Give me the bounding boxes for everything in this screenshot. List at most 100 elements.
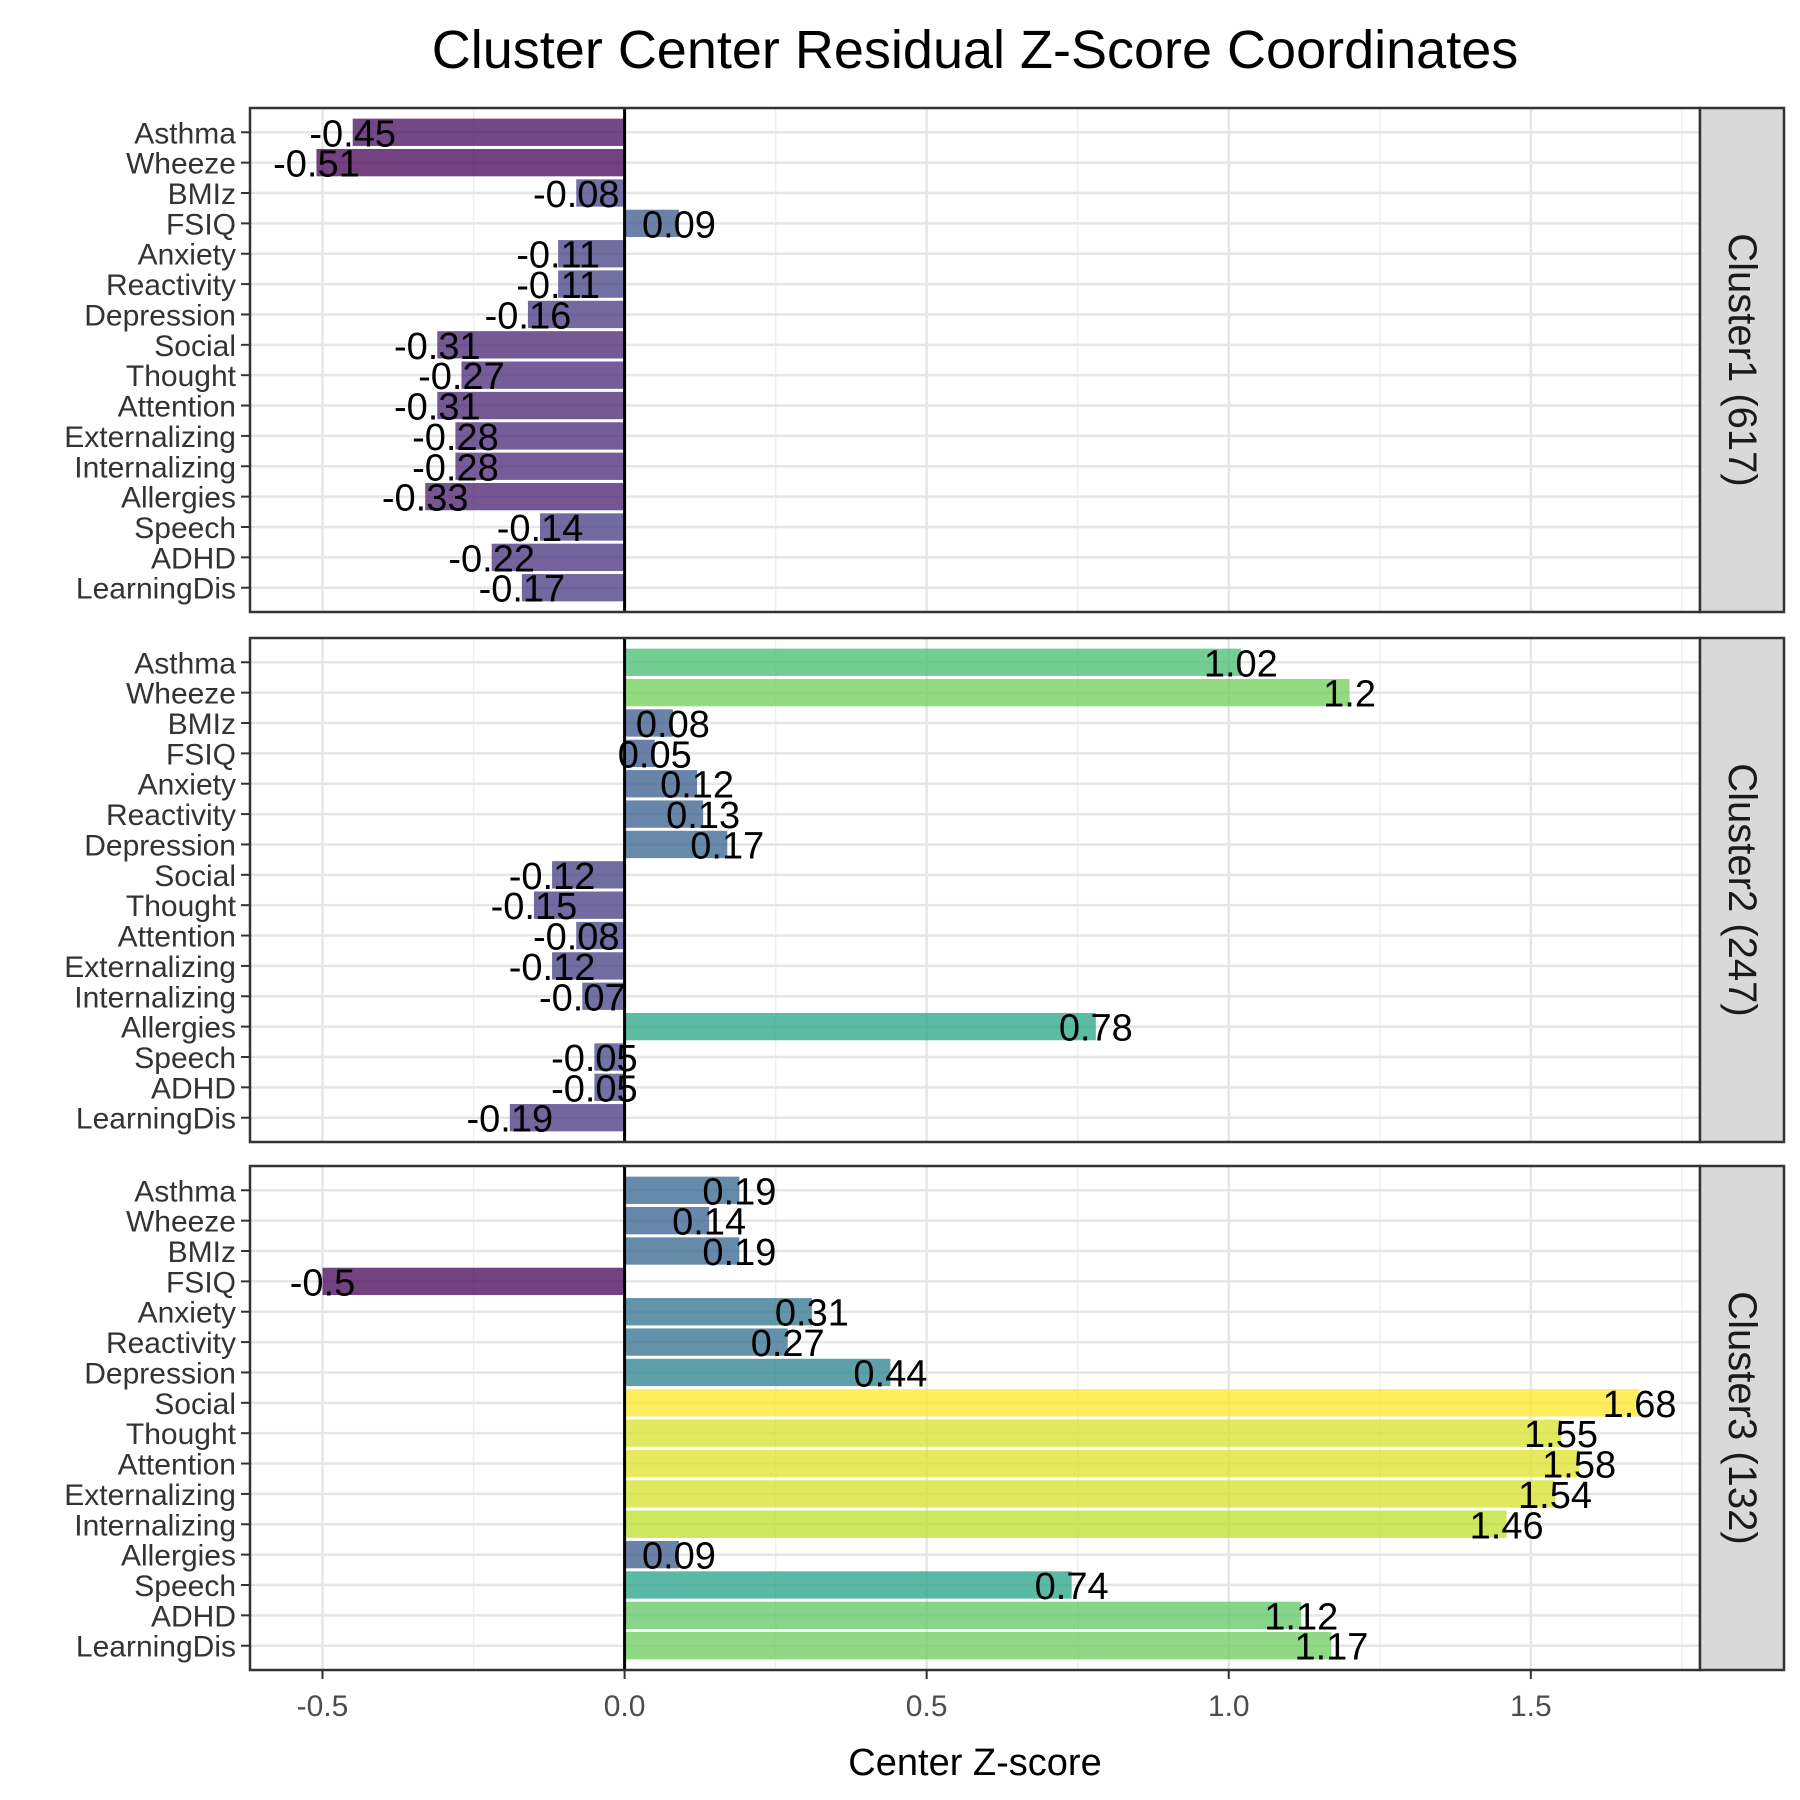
- bar-learningdis: [624, 1632, 1332, 1660]
- value-label: -0.12: [509, 947, 596, 989]
- bar-wheeze: [316, 148, 625, 177]
- category-label: Wheeze: [126, 1206, 236, 1239]
- category-label: Reactivity: [106, 269, 236, 302]
- x-tick-label: 1.5: [1510, 1690, 1552, 1723]
- value-label: 0.27: [751, 1323, 825, 1365]
- category-label: Thought: [126, 1418, 237, 1451]
- bar-adhd: [624, 1601, 1302, 1630]
- category-label: Depression: [84, 1357, 236, 1390]
- category-label: FSIQ: [166, 738, 236, 771]
- category-label: Attention: [118, 921, 236, 954]
- panel-1: -0.45-0.51-0.080.09-0.11-0.11-0.16-0.31-…: [64, 106, 1786, 614]
- bar-thought: [624, 1419, 1562, 1447]
- value-label: 0.09: [642, 204, 716, 246]
- value-label: -0.45: [309, 113, 396, 155]
- value-label: -0.11: [516, 265, 600, 307]
- value-label: -0.15: [491, 886, 578, 928]
- category-label: Thought: [126, 360, 237, 393]
- bar-thought: [533, 891, 625, 919]
- value-label: -0.28: [412, 447, 499, 489]
- category-label: ADHD: [151, 542, 236, 575]
- bar-depression: [624, 830, 728, 859]
- facet-strip-label: Cluster1 (617): [1720, 233, 1764, 486]
- category-label: Internalizing: [74, 1509, 236, 1542]
- value-label: 0.12: [660, 765, 734, 807]
- value-label: 1.2: [1323, 674, 1376, 716]
- category-label: Speech: [134, 512, 236, 545]
- category-label: Internalizing: [74, 981, 236, 1014]
- category-label: FSIQ: [166, 208, 236, 241]
- category-label: Social: [154, 1388, 236, 1421]
- category-label: LearningDis: [76, 1631, 236, 1664]
- bar-anxiety: [624, 1298, 812, 1326]
- value-label: -0.17: [479, 569, 566, 611]
- value-label: -0.5: [290, 1262, 355, 1304]
- bar-externalizing: [455, 422, 625, 450]
- category-label: Allergies: [121, 482, 236, 515]
- value-label: -0.19: [466, 1099, 553, 1141]
- bar-internalizing: [624, 1510, 1507, 1538]
- bar-reactivity: [558, 270, 625, 298]
- value-label: 1.17: [1294, 1627, 1368, 1669]
- value-label: 0.17: [690, 825, 764, 867]
- bar-asthma: [624, 1176, 740, 1204]
- value-label: -0.51: [273, 144, 360, 186]
- facet-strip: [1698, 636, 1786, 1144]
- value-label: 0.14: [672, 1202, 746, 1244]
- value-label: 0.78: [1059, 1008, 1133, 1050]
- bar-social: [437, 331, 625, 359]
- category-label: ADHD: [151, 1072, 236, 1105]
- panel-background: [250, 638, 1700, 1142]
- bar-thought: [461, 361, 625, 389]
- category-label: BMIz: [168, 178, 236, 211]
- value-label: 0.05: [618, 734, 692, 776]
- bar-anxiety: [624, 770, 698, 798]
- bar-adhd: [491, 543, 625, 572]
- value-label: 0.08: [636, 704, 710, 746]
- bar-social: [552, 861, 625, 889]
- bar-asthma: [352, 118, 625, 146]
- category-label: BMIz: [168, 708, 236, 741]
- category-label: Asthma: [134, 1175, 236, 1208]
- panel-2: 1.021.20.080.050.120.130.17-0.12-0.15-0.…: [64, 636, 1786, 1144]
- category-label: Anxiety: [138, 1297, 236, 1330]
- value-label: -0.08: [533, 917, 620, 959]
- bar-bmiz: [576, 179, 625, 207]
- x-tick-label: 0.5: [906, 1690, 948, 1723]
- value-label: -0.33: [382, 478, 469, 520]
- value-label: -0.08: [533, 174, 620, 216]
- category-label: Anxiety: [138, 239, 236, 272]
- category-label: Attention: [118, 391, 236, 424]
- bar-learningdis: [521, 574, 625, 602]
- bar-reactivity: [624, 800, 704, 828]
- bar-adhd: [594, 1073, 625, 1102]
- value-label: 0.09: [642, 1536, 716, 1578]
- bar-allergies: [624, 1012, 1096, 1041]
- category-label: Internalizing: [74, 451, 236, 484]
- value-label: 0.19: [702, 1232, 776, 1274]
- category-label: Asthma: [134, 647, 236, 680]
- value-label: -0.07: [539, 977, 626, 1019]
- category-label: Externalizing: [64, 421, 236, 454]
- category-label: Externalizing: [64, 1479, 236, 1512]
- category-label: Social: [154, 860, 236, 893]
- bar-learningdis: [509, 1104, 625, 1132]
- bar-internalizing: [455, 452, 625, 480]
- bar-social: [624, 1389, 1640, 1417]
- value-label: 0.44: [853, 1353, 927, 1395]
- category-label: Asthma: [134, 117, 236, 150]
- value-label: -0.05: [551, 1038, 638, 1080]
- bar-wheeze: [624, 678, 1350, 707]
- value-label: 1.12: [1264, 1596, 1338, 1638]
- facet-strip-label: Cluster3 (132): [1720, 1291, 1764, 1544]
- value-label: -0.12: [509, 856, 596, 898]
- category-label: FSIQ: [166, 1266, 236, 1299]
- x-axis-title: Center Z-score: [848, 1742, 1101, 1784]
- category-label: Reactivity: [106, 799, 236, 832]
- category-label: LearningDis: [76, 573, 236, 606]
- bar-wheeze: [624, 1206, 710, 1235]
- category-label: BMIz: [168, 1236, 236, 1269]
- value-label: -0.22: [448, 538, 535, 580]
- bar-fsiq: [322, 1267, 625, 1296]
